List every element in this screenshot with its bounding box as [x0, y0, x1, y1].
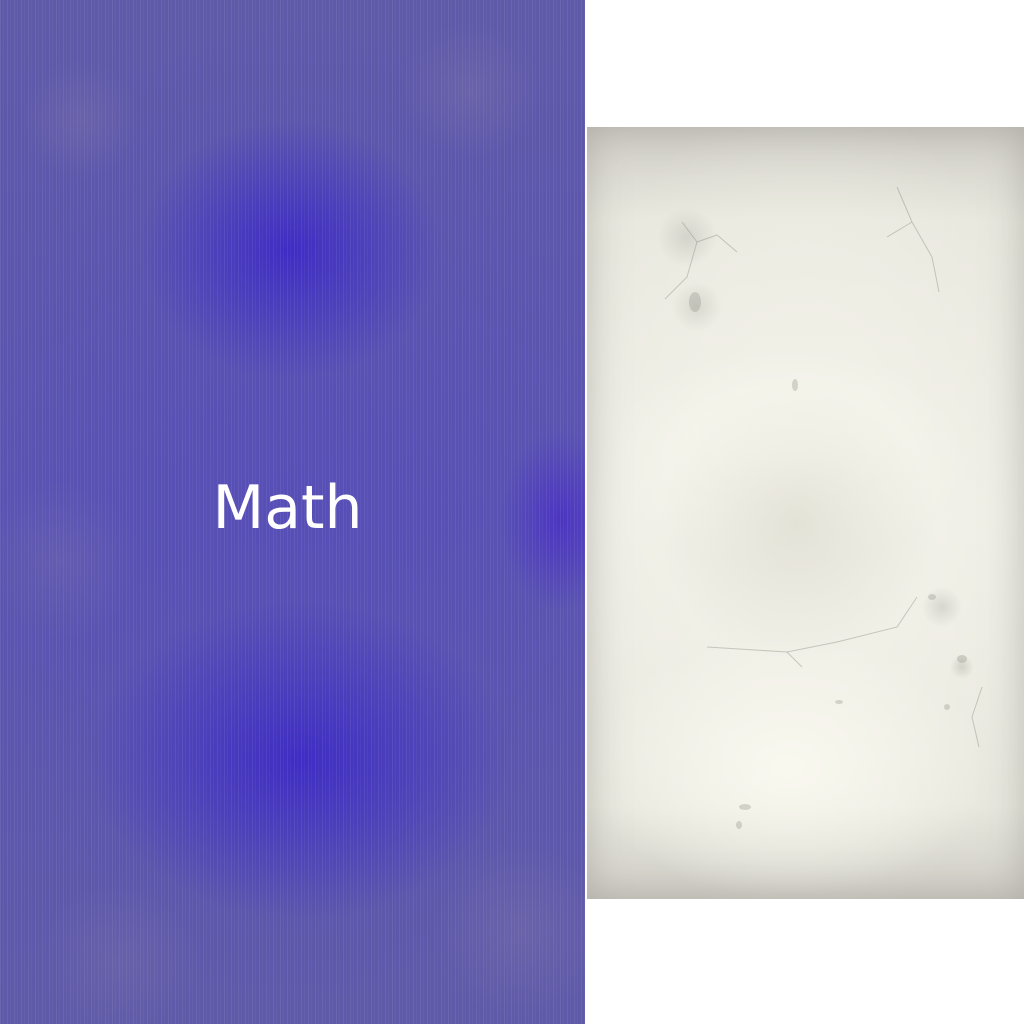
cover-title: Math: [212, 473, 363, 543]
book-cover[interactable]: Math: [0, 0, 585, 1024]
blank-page: [587, 127, 1024, 899]
page-cracks-decoration: [664, 186, 983, 829]
book-spine: [585, 0, 587, 1024]
